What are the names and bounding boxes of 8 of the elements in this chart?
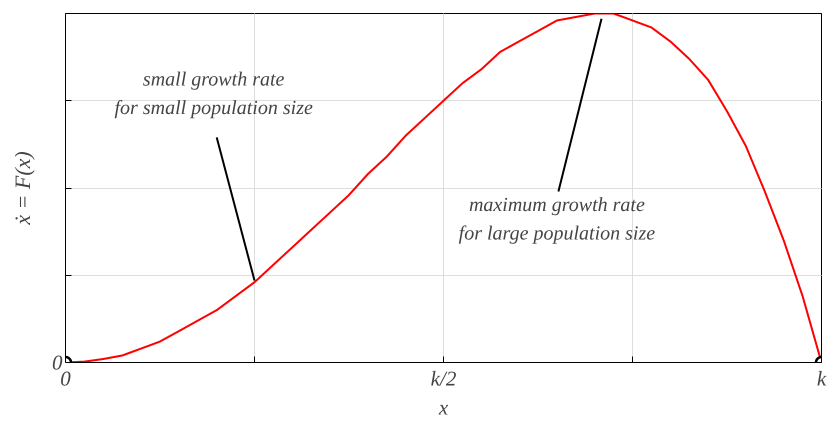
annotation: maximum growth rate for large population size [458,194,656,245]
annotation: small growth rate for small population size [114,68,313,120]
x-axis-title: x [438,396,449,420]
x-tick-label: k [816,366,827,390]
x-tick-label: k/2 [430,366,457,390]
x-tick-label: 0 [60,366,72,390]
text: 0 [52,350,63,374]
y-axis-title: ẋ = F(x) [10,151,35,226]
